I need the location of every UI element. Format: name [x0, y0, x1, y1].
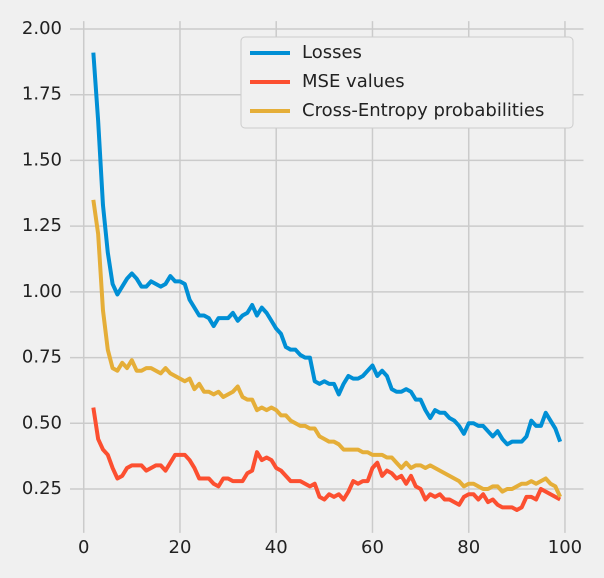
y-tick-label: 2.00: [22, 18, 62, 39]
line: [91, 52, 563, 447]
y-tick-label: 1.00: [22, 281, 62, 302]
legend: Losses MSE values Cross-Entropy probabilit…: [240, 36, 574, 129]
y-tick-label: 0.50: [22, 412, 62, 433]
y-tick-label: 1.50: [22, 149, 62, 170]
x-tick-label: 20: [169, 537, 192, 558]
y-tick-label: 1.25: [22, 215, 62, 236]
legend-label: Cross-Entropy probabilities: [302, 100, 544, 121]
y-tick-label: 1.75: [22, 84, 62, 105]
legend-box: [240, 36, 574, 129]
x-tick-label: 60: [361, 537, 384, 558]
line: [91, 199, 562, 498]
line: [91, 407, 562, 513]
x-tick-label: 0: [78, 537, 89, 558]
y-tick-label: 0.75: [22, 347, 62, 368]
x-tick-label: 100: [548, 537, 582, 558]
legend-label: Losses: [302, 42, 362, 63]
y-tick-label: 0.25: [22, 478, 62, 499]
x-tick-label: 40: [265, 537, 288, 558]
legend-label: MSE values: [302, 71, 405, 92]
x-tick-label: 80: [457, 537, 480, 558]
